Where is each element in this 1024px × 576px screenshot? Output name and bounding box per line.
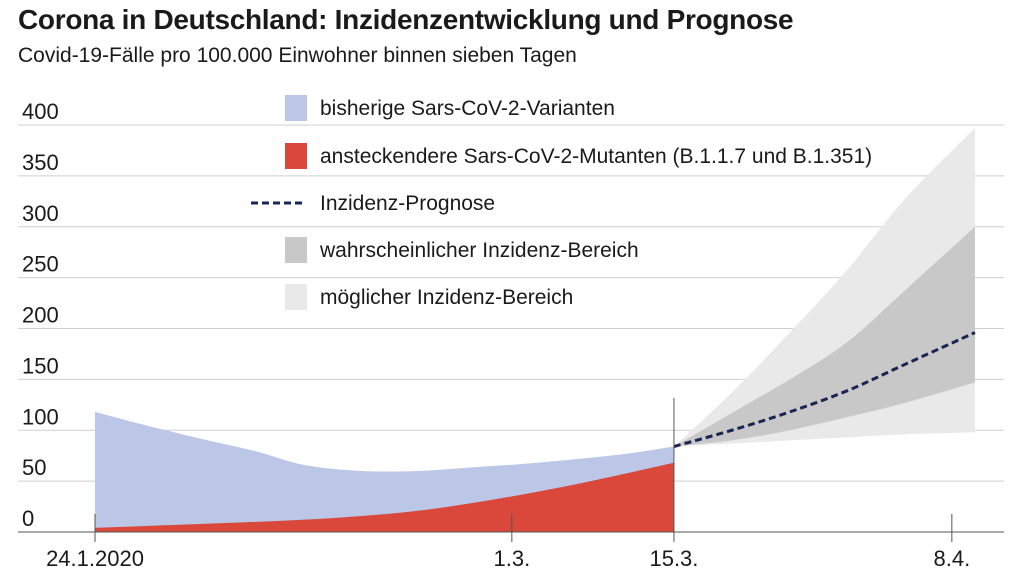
y-tick-label: 50 <box>22 455 46 480</box>
y-tick-label: 100 <box>22 404 59 429</box>
legend-swatch <box>285 284 307 310</box>
chart-title: Corona in Deutschland: Inzidenzentwicklu… <box>18 4 794 35</box>
y-tick-label: 200 <box>22 303 59 328</box>
x-tick-label: 8.4. <box>933 546 970 571</box>
legend-swatch <box>285 237 307 263</box>
y-tick-label: 400 <box>22 99 59 124</box>
x-tick-label: 24.1.2020 <box>46 546 144 571</box>
y-tick-label: 150 <box>22 353 59 378</box>
legend-label: ansteckendere Sars-CoV-2-Mutanten (B.1.1… <box>320 145 872 168</box>
y-tick-label: 250 <box>22 252 59 277</box>
likely-range-area <box>673 226 975 447</box>
legend-swatch <box>285 95 307 121</box>
y-tick-label: 350 <box>22 150 59 175</box>
legend-label: Inzidenz-Prognose <box>320 192 495 215</box>
legend-label: möglicher Inzidenz-Bereich <box>320 286 573 309</box>
y-tick-label: 0 <box>22 506 34 531</box>
x-tick-label: 15.3. <box>649 546 698 571</box>
y-tick-label: 300 <box>22 201 59 226</box>
legend-label: wahrscheinlicher Inzidenz-Bereich <box>319 239 639 262</box>
forecast-line <box>673 331 976 448</box>
legend-label: bisherige Sars-CoV-2-Varianten <box>320 97 615 120</box>
legend-swatch <box>285 143 307 169</box>
x-tick-label: 1.3. <box>493 546 530 571</box>
chart-subtitle: Covid-19-Fälle pro 100.000 Einwohner bin… <box>18 44 577 67</box>
mutants-area <box>95 462 674 532</box>
